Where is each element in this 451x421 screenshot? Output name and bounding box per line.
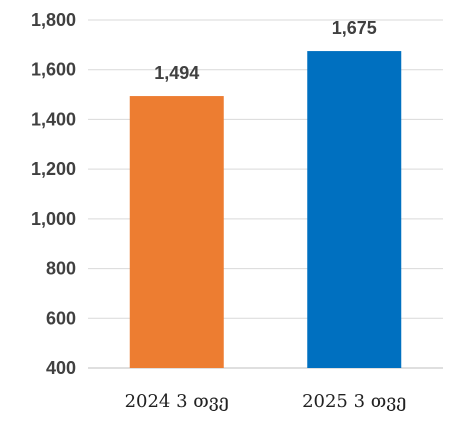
data-label-2: 1,675 [332,18,377,38]
y-tick-label: 1,000 [31,209,76,229]
bar-layer [129,51,402,368]
y-tick-label: 400 [46,358,76,378]
y-tick-label: 800 [46,259,76,279]
data-label-1: 1,494 [154,63,199,83]
y-tick-label: 1,800 [31,10,76,30]
x-category-label-2: 2025 3 თვე [302,391,406,412]
y-tick-label: 600 [46,308,76,328]
bar-1 [129,96,224,368]
y-tick-label: 1,200 [31,159,76,179]
label-layer: 400 600 800 1,000 1,200 1,400 1,600 1,800 1,494 2… [31,10,406,412]
x-category-label-1: 2024 3 თვე [125,391,229,412]
y-tick-label: 1,600 [31,60,76,80]
bar-2 [307,51,402,368]
y-tick-label: 1,400 [31,109,76,129]
